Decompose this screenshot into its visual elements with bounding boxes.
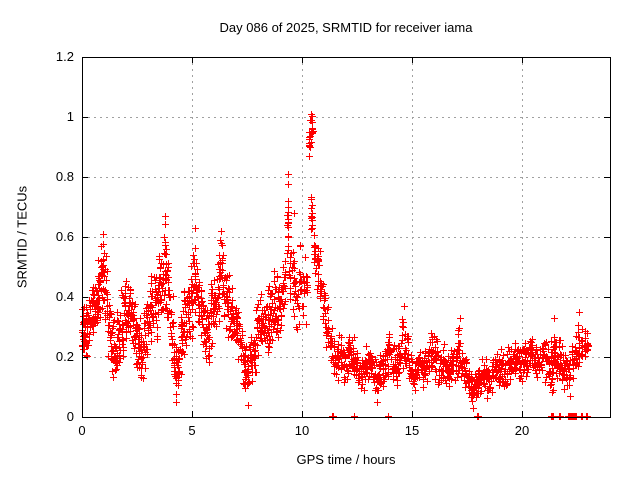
- chart-title: Day 086 of 2025, SRMTID for receiver iam…: [219, 20, 473, 35]
- x-tick-label: 15: [404, 423, 420, 438]
- scatter-points: [79, 111, 592, 420]
- y-tick-label: 1: [66, 109, 74, 124]
- x-tick-label: 20: [514, 423, 530, 438]
- x-axis-label: GPS time / hours: [296, 452, 396, 467]
- y-tick-label: 0.8: [55, 169, 74, 184]
- x-tick-label: 5: [188, 423, 196, 438]
- y-tick-label: 0.6: [55, 229, 74, 244]
- x-tick-label: 10: [294, 423, 310, 438]
- y-tick-label: 0: [66, 409, 74, 424]
- y-tick-label: 0.4: [55, 289, 74, 304]
- y-tick-label: 1.2: [55, 49, 74, 64]
- plot-border: [82, 57, 611, 418]
- y-tick-label: 0.2: [55, 349, 74, 364]
- x-tick-label: 0: [78, 423, 86, 438]
